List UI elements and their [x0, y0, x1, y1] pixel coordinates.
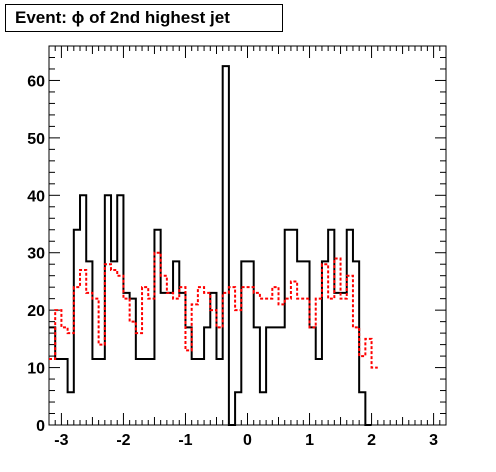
plot-frame	[48, 45, 447, 426]
x-tick-label: 2	[367, 432, 376, 449]
histogram-dashed-red	[49, 251, 378, 369]
y-tick-label: 10	[27, 361, 45, 378]
y-tick-label: 50	[27, 131, 45, 148]
y-tick-label: 40	[27, 188, 45, 205]
y-tick-label: 20	[27, 303, 45, 320]
chart-title: Event: ϕ of 2nd highest jet	[5, 4, 283, 32]
histogram-solid-black	[49, 65, 372, 426]
x-tick-label: 0	[243, 432, 252, 449]
x-tick-label: -3	[54, 432, 68, 449]
y-tick-label: 60	[27, 73, 45, 90]
x-tick-label: 3	[429, 432, 438, 449]
x-tick-label: 1	[305, 432, 314, 449]
y-tick-label: 30	[27, 246, 45, 263]
x-tick-label: -1	[178, 432, 192, 449]
y-tick-label: 0	[36, 418, 45, 435]
x-tick-label: -2	[116, 432, 130, 449]
